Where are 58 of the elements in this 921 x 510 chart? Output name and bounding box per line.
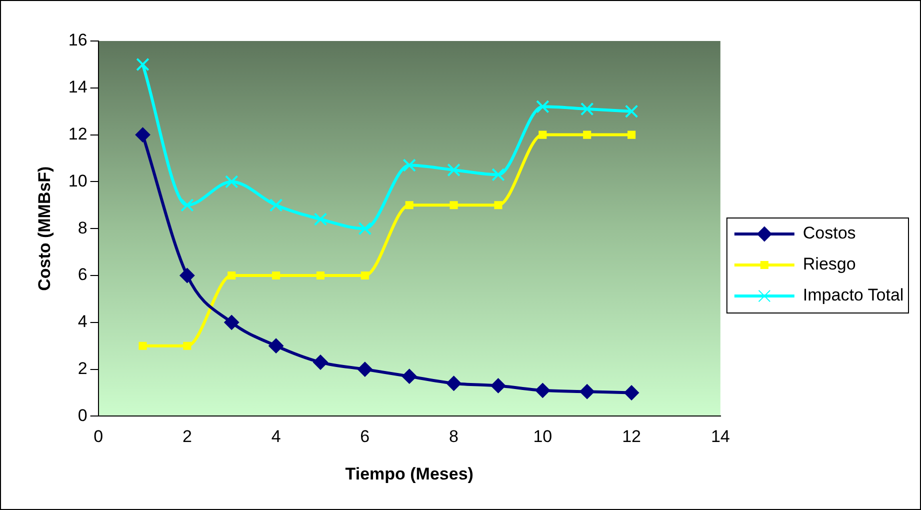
x-tick-label: 0 (94, 427, 104, 446)
x-tick-label: 6 (360, 427, 370, 446)
x-tick-label: 2 (182, 427, 192, 446)
x-tick-label: 14 (710, 427, 730, 446)
point (627, 130, 636, 139)
y-tick-label: 16 (68, 30, 88, 50)
point (490, 378, 506, 394)
point (228, 271, 236, 280)
point (494, 201, 502, 210)
point (624, 385, 640, 400)
point (316, 271, 325, 280)
point (580, 384, 595, 400)
x-axis-title: Tiempo (Meses) (345, 464, 474, 484)
point (405, 201, 414, 210)
point (312, 354, 328, 370)
y-tick-label: 10 (68, 171, 88, 190)
y-tick-label: 14 (68, 78, 88, 97)
point (314, 212, 328, 226)
y-tick-label: 0 (78, 406, 88, 425)
point (135, 127, 150, 142)
y-axis-title: Costo (MMBsF) (34, 166, 54, 291)
x-tick-label: 10 (533, 427, 552, 446)
point (446, 376, 462, 391)
y-tick-label: 4 (78, 312, 88, 332)
point (450, 201, 458, 210)
point (402, 158, 416, 172)
point (269, 198, 283, 212)
point (180, 268, 195, 283)
legend-label: Riesgo (802, 254, 856, 274)
y-tick-label: 8 (78, 218, 88, 238)
point (538, 130, 547, 139)
point (402, 368, 417, 384)
point (136, 58, 150, 72)
point (224, 314, 240, 330)
x-tick-label: 12 (622, 427, 641, 446)
legend-label: Costos (802, 224, 856, 243)
y-tick-label: 2 (78, 358, 88, 378)
point (138, 342, 147, 350)
point (624, 104, 638, 118)
x-tick-label: 4 (271, 427, 281, 446)
point (224, 175, 238, 188)
point (183, 342, 192, 350)
x-tick-label: 8 (449, 427, 459, 446)
point (268, 338, 284, 354)
point (180, 198, 194, 212)
point (580, 102, 594, 116)
point (536, 100, 550, 114)
y-tick-label: 12 (68, 124, 88, 144)
legend-label: Impacto Total (802, 286, 904, 305)
y-tick-label: 6 (78, 265, 88, 284)
point (447, 163, 460, 177)
point (272, 271, 280, 280)
point (358, 222, 372, 236)
point (535, 382, 550, 398)
point (357, 362, 372, 377)
point (583, 130, 592, 139)
point (360, 271, 369, 280)
point (492, 168, 505, 182)
